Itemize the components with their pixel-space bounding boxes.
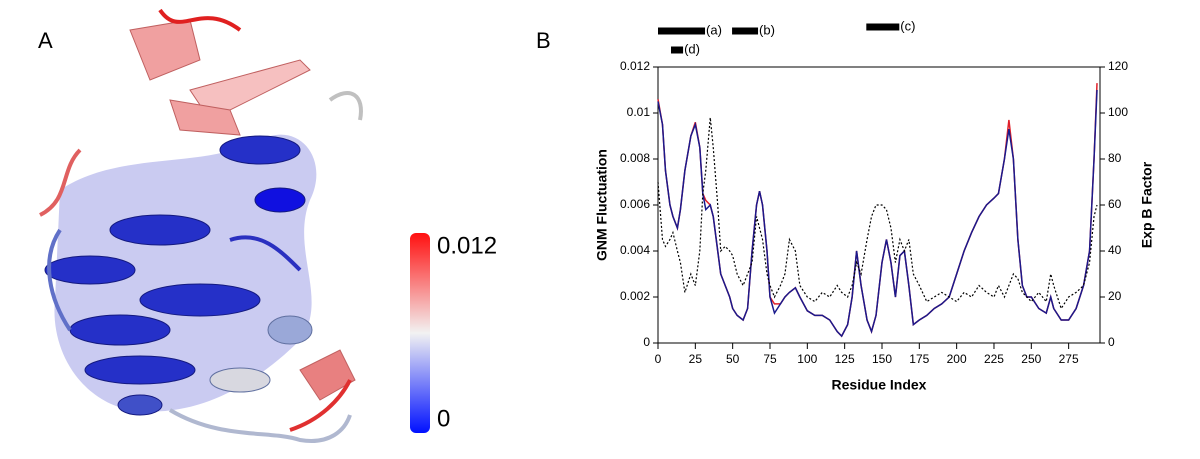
y2-tick-label: 120 <box>1108 59 1128 73</box>
y-axis-label: GNM Fluctuation <box>594 149 610 261</box>
y-tick-label: 0.012 <box>620 59 650 73</box>
protein-structure <box>39 8 363 443</box>
x-tick-label: 25 <box>689 352 703 366</box>
y2-tick-label: 80 <box>1108 151 1122 165</box>
panel-label: A <box>38 28 53 53</box>
region-bar <box>658 27 706 35</box>
x-tick-label: 275 <box>1059 352 1079 366</box>
y2-tick-label: 40 <box>1108 243 1122 257</box>
colorbar-label: 0 <box>437 405 450 432</box>
region-bar <box>866 23 900 31</box>
x-tick-label: 175 <box>909 352 929 366</box>
x-tick-label: 200 <box>947 352 967 366</box>
y2-tick-label: 100 <box>1108 105 1128 119</box>
y2-tick-label: 0 <box>1108 335 1115 349</box>
x-tick-label: 50 <box>726 352 740 366</box>
x-axis-label: Residue Index <box>832 377 927 393</box>
region-label: (d) <box>684 41 700 56</box>
x-tick-label: 150 <box>872 352 892 366</box>
y-tick-label: 0.004 <box>620 243 650 257</box>
y2-tick-label: 20 <box>1108 289 1122 303</box>
x-tick-label: 250 <box>1021 352 1041 366</box>
y-tick-label: 0.002 <box>620 289 650 303</box>
panel-label: B <box>536 28 551 53</box>
colorbar-label: 0.012 <box>437 232 497 259</box>
y2-tick-label: 60 <box>1108 197 1122 211</box>
region-bar <box>732 27 759 35</box>
x-tick-label: 75 <box>763 352 777 366</box>
series-line <box>657 117 1098 310</box>
region-bar <box>670 46 684 54</box>
region-label: (b) <box>759 22 775 37</box>
y-tick-label: 0.008 <box>620 151 650 165</box>
y-tick-label: 0.01 <box>627 105 651 119</box>
series-line <box>657 89 1098 338</box>
region-label: (a) <box>706 22 722 37</box>
colorbar <box>410 233 430 433</box>
x-tick-label: 0 <box>655 352 662 366</box>
region-label: (c) <box>900 18 915 33</box>
x-tick-label: 225 <box>984 352 1004 366</box>
y-tick-label: 0.006 <box>620 197 650 211</box>
y-tick-label: 0 <box>643 335 650 349</box>
y2-axis-label: Exp B Factor <box>1139 161 1155 248</box>
x-tick-label: 100 <box>797 352 817 366</box>
x-tick-label: 125 <box>835 352 855 366</box>
